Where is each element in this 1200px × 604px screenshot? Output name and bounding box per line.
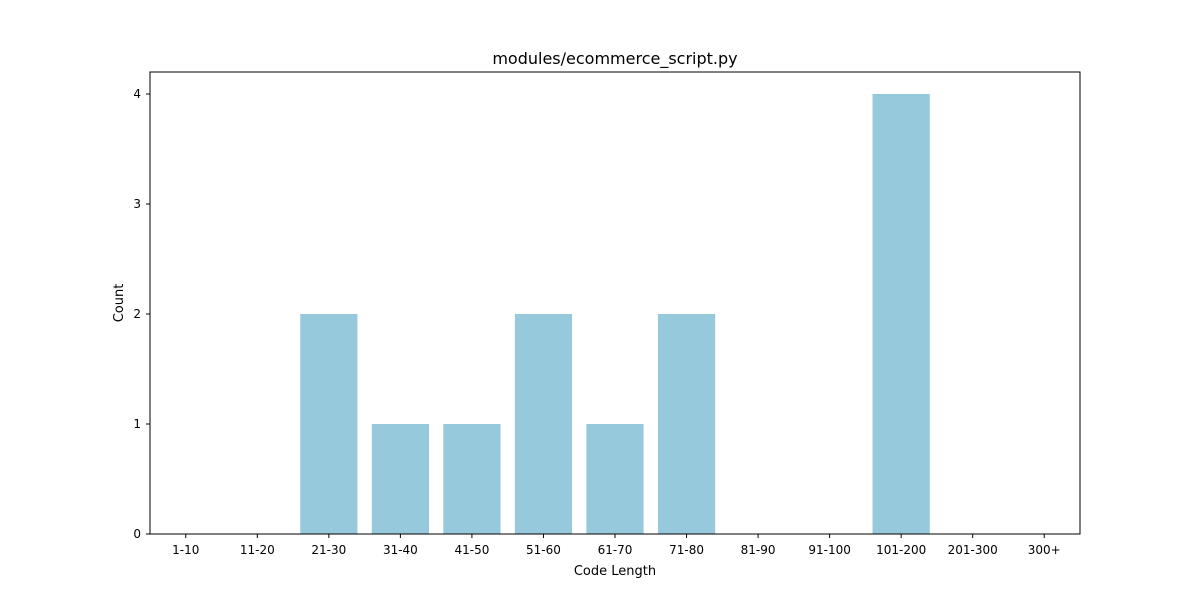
bar-41-50 [443, 424, 501, 534]
x-tick-label: 101-200 [876, 543, 926, 557]
x-tick-label: 11-20 [240, 543, 275, 557]
y-tick-label: 3 [133, 197, 141, 211]
bar-31-40 [371, 424, 429, 534]
bar-21-30 [300, 314, 358, 534]
y-tick-label: 2 [133, 307, 141, 321]
bar-101-200 [872, 94, 930, 534]
bar-51-60 [514, 314, 573, 534]
x-tick-label: 91-100 [808, 543, 851, 557]
bars-group [300, 94, 930, 534]
y-axis-label: Count [112, 284, 127, 323]
bar-71-80 [657, 314, 716, 534]
x-tick-label: 81-90 [741, 543, 776, 557]
plot-area-frame [149, 71, 1081, 535]
x-tick-label: 300+ [1028, 543, 1061, 557]
x-tick-label: 71-80 [669, 543, 704, 557]
x-tick-label: 31-40 [383, 543, 418, 557]
bar-61-70 [586, 424, 644, 534]
x-tick-label: 61-70 [598, 543, 633, 557]
x-tick-label: 41-50 [454, 543, 489, 557]
x-tick-label: 51-60 [526, 543, 561, 557]
x-tick-label: 1-10 [172, 543, 199, 557]
x-tick-label: 201-300 [948, 543, 998, 557]
y-axis-ticks: 0 1 2 3 4 [133, 87, 150, 541]
x-axis-label: Code Length [574, 564, 656, 579]
y-tick-label: 0 [133, 527, 141, 541]
x-tick-label: 21-30 [311, 543, 346, 557]
chart-title: modules/ecommerce_script.py [492, 49, 737, 69]
x-axis-ticks: 1-10 11-20 21-30 31-40 41-50 51-60 61-70 71-80 8… [172, 534, 1061, 557]
y-tick-label: 4 [133, 87, 141, 101]
y-tick-label: 1 [133, 417, 141, 431]
